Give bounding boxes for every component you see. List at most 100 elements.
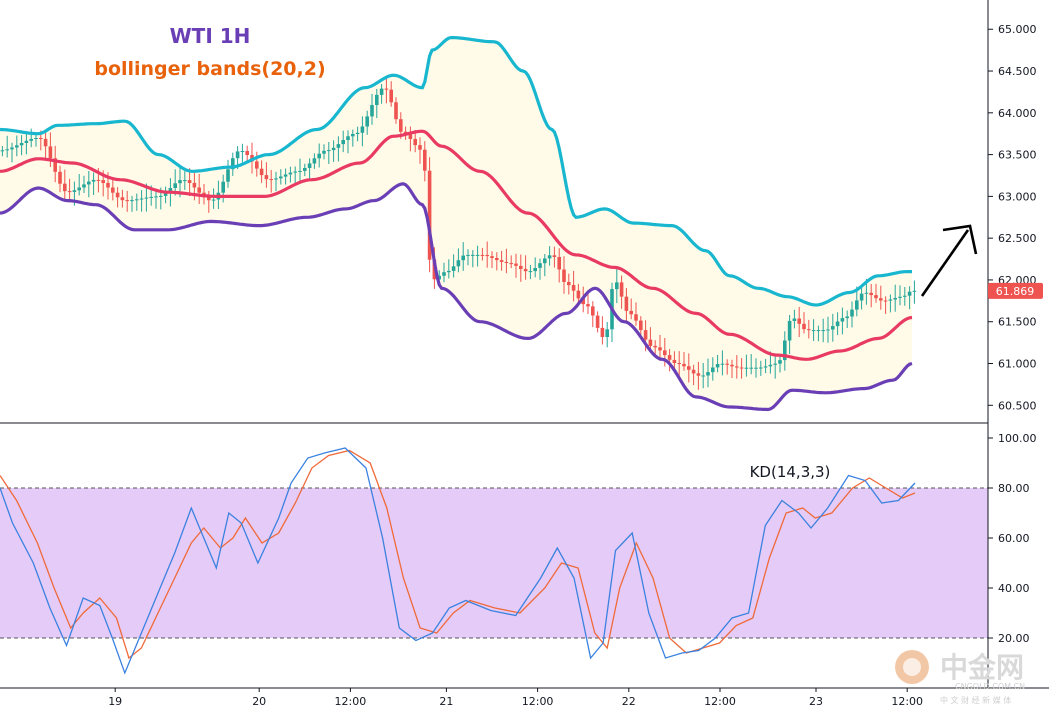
kd-tick-label: 40.00 — [998, 582, 1030, 595]
price-tick-label: 62.500 — [998, 232, 1037, 245]
candle — [624, 288, 629, 324]
kd-title: KD(14,3,3) — [750, 463, 831, 481]
candle — [82, 175, 86, 193]
candle — [547, 246, 552, 266]
candle — [288, 166, 293, 183]
time-axis-ticks: 19 20 12:00 21 12:00 22 12:00 23 12:00 — [108, 688, 923, 708]
chart-subtitle: bollinger bands(20,2) — [94, 58, 325, 80]
candle — [312, 153, 317, 169]
candle — [816, 325, 821, 342]
candle — [562, 256, 566, 294]
candle — [19, 135, 24, 156]
candle — [903, 287, 907, 306]
candle — [629, 298, 633, 320]
candle — [471, 250, 475, 268]
candle — [67, 178, 72, 203]
watermark-tagline: 中 文 财 经 新 媒 体 — [940, 695, 1011, 705]
time-tick-label: 12:00 — [704, 695, 736, 708]
candle — [691, 364, 696, 386]
candle — [15, 135, 19, 157]
candle — [58, 165, 62, 193]
candle — [859, 285, 864, 310]
candle — [495, 252, 499, 271]
candle — [375, 88, 379, 119]
candle — [456, 248, 461, 273]
price-tick-label: 64.000 — [998, 107, 1037, 120]
candle — [567, 273, 571, 295]
candle — [811, 319, 816, 341]
candle — [802, 312, 806, 334]
candle — [595, 311, 600, 333]
candle — [648, 327, 653, 351]
candle — [639, 316, 643, 337]
time-tick-label: 12:00 — [335, 695, 367, 708]
kd-tick-label: 60.00 — [998, 532, 1030, 545]
candle — [111, 179, 115, 201]
candle — [787, 315, 792, 354]
candle — [826, 316, 830, 343]
candle — [298, 158, 302, 181]
candle — [730, 359, 734, 378]
candle — [370, 93, 374, 125]
candle — [600, 316, 605, 345]
price-tick-label: 63.500 — [998, 149, 1037, 162]
time-tick-label: 21 — [439, 695, 453, 708]
candle — [187, 168, 192, 196]
candle — [303, 163, 307, 177]
candle — [336, 136, 341, 162]
candle — [490, 251, 494, 268]
candle — [677, 351, 681, 378]
candle — [365, 110, 369, 135]
candle — [591, 301, 595, 328]
candle — [283, 168, 288, 185]
candle — [91, 172, 96, 195]
candle — [139, 190, 144, 212]
candle — [77, 174, 81, 196]
candle — [879, 285, 883, 310]
candle — [835, 312, 840, 336]
candle — [634, 302, 638, 326]
candle — [327, 142, 331, 164]
time-tick-label: 23 — [809, 695, 823, 708]
candle — [715, 355, 720, 373]
candle — [427, 157, 432, 273]
kd-k-line — [0, 447, 916, 675]
price-axis-ticks: 60.50061.00061.50062.00062.50063.00063.5… — [988, 23, 1037, 412]
candle — [874, 283, 878, 303]
candle — [840, 307, 845, 335]
candle — [893, 284, 897, 312]
candle — [130, 195, 134, 212]
candle — [423, 141, 427, 182]
candle — [538, 258, 542, 280]
trend-arrow-annotation — [920, 224, 978, 297]
candle — [845, 310, 849, 328]
candle — [672, 351, 677, 370]
candle — [211, 188, 216, 209]
candle — [0, 146, 5, 157]
candle — [274, 171, 278, 192]
candle — [10, 142, 14, 163]
time-tick-label: 12:00 — [891, 695, 923, 708]
price-tick-label: 60.500 — [998, 399, 1037, 412]
candle — [115, 187, 120, 208]
time-tick-label: 20 — [252, 695, 266, 708]
candle — [63, 169, 67, 199]
candle — [53, 145, 57, 183]
candle — [763, 358, 768, 374]
last-price-label: 61.869 — [996, 285, 1035, 298]
candle — [322, 144, 326, 160]
candle — [355, 126, 360, 142]
candle — [183, 171, 187, 190]
watermark-logo: 中金网 CNGOLD.COM.CN 中 文 财 经 新 媒 体 — [895, 650, 1025, 705]
price-tick-label: 64.500 — [998, 65, 1037, 78]
candle — [912, 280, 917, 304]
watermark-name: 中金网 — [940, 651, 1024, 684]
candle — [735, 355, 739, 379]
candle — [754, 358, 758, 378]
time-tick-label: 19 — [108, 695, 122, 708]
candle — [43, 129, 48, 160]
candle — [135, 193, 139, 211]
candle — [87, 171, 91, 198]
candle — [667, 349, 672, 372]
candle — [24, 132, 29, 155]
